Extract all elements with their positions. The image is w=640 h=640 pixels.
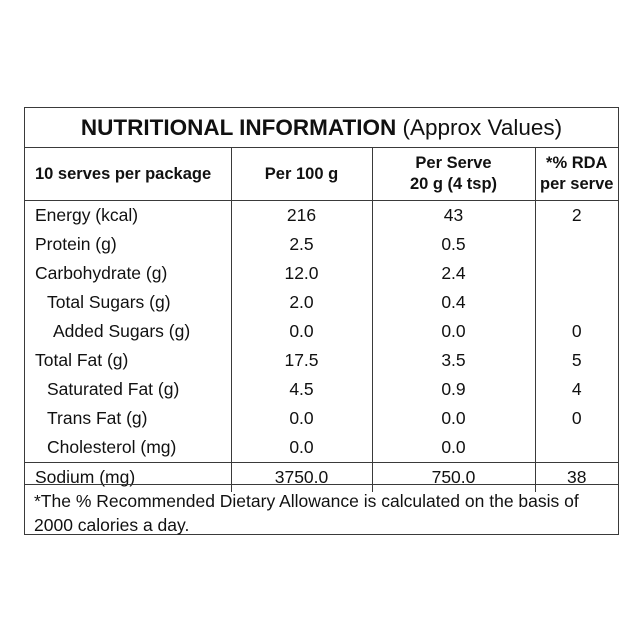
row-per-serve: 3.5 bbox=[372, 346, 536, 375]
header-per-100g: Per 100 g bbox=[231, 148, 373, 201]
row-rda: 38 bbox=[535, 462, 618, 492]
title-sub: (Approx Values) bbox=[402, 115, 563, 140]
table-row: Sodium (mg) 3750.0 750.0 38 bbox=[25, 462, 618, 492]
table-row: Added Sugars (g) 0.0 0.0 0 bbox=[25, 317, 618, 346]
header-per-serve: Per Serve 20 g (4 tsp) bbox=[372, 148, 536, 201]
row-label: Total Sugars (g) bbox=[25, 288, 232, 317]
panel-title: NUTRITIONAL INFORMATION (Approx Values) bbox=[25, 108, 618, 148]
row-rda: 0 bbox=[571, 321, 582, 341]
row-rda: 5 bbox=[571, 350, 582, 370]
row-rda bbox=[535, 259, 618, 288]
row-label: Total Fat (g) bbox=[25, 346, 232, 375]
row-per-serve: 0.5 bbox=[372, 230, 536, 259]
row-rda bbox=[535, 433, 618, 463]
table-row: Saturated Fat (g) 4.5 0.9 4 bbox=[25, 375, 618, 404]
row-rda: 0 bbox=[571, 408, 582, 428]
row-per-serve: 2.4 bbox=[372, 259, 536, 288]
table-row: Energy (kcal) 216 43 2 bbox=[25, 200, 618, 230]
table-row: Protein (g) 2.5 0.5 bbox=[25, 230, 618, 259]
row-per-100g: 12.0 bbox=[231, 259, 373, 288]
row-rda: 4 bbox=[571, 379, 582, 399]
row-rda bbox=[535, 230, 618, 259]
row-per-serve: 0.0 bbox=[372, 404, 536, 433]
title-main: NUTRITIONAL INFORMATION bbox=[80, 115, 397, 140]
row-label: Trans Fat (g) bbox=[25, 404, 232, 433]
row-per-100g: 216 bbox=[231, 200, 373, 230]
row-per-100g: 3750.0 bbox=[231, 462, 373, 492]
row-per-serve: 0.4 bbox=[372, 288, 536, 317]
row-label: Energy (kcal) bbox=[25, 200, 232, 230]
table-row: Trans Fat (g) 0.0 0.0 0 bbox=[25, 404, 618, 433]
row-per-100g: 2.5 bbox=[231, 230, 373, 259]
footnote: *The % Recommended Dietary Allowance is … bbox=[25, 484, 618, 537]
row-label: Sodium (mg) bbox=[25, 462, 232, 492]
nutrition-panel: NUTRITIONAL INFORMATION (Approx Values) … bbox=[24, 107, 619, 535]
header-serves: 10 serves per package bbox=[25, 148, 232, 201]
row-per-100g: 0.0 bbox=[231, 404, 373, 433]
row-label: Cholesterol (mg) bbox=[25, 433, 232, 463]
row-label: Saturated Fat (g) bbox=[25, 375, 232, 404]
header-per-serve-line1: Per Serve bbox=[415, 154, 492, 172]
nutrition-table: 10 serves per package Per 100 g Per Serv… bbox=[25, 148, 618, 492]
row-rda bbox=[535, 288, 618, 317]
row-per-100g: 17.5 bbox=[231, 346, 373, 375]
row-rda: 2 bbox=[571, 205, 582, 225]
header-rda: *% RDA per serve bbox=[535, 148, 618, 201]
table-row: Carbohydrate (g) 12.0 2.4 bbox=[25, 259, 618, 288]
table-row: Cholesterol (mg) 0.0 0.0 bbox=[25, 433, 618, 463]
table-row: Total Fat (g) 17.5 3.5 5 bbox=[25, 346, 618, 375]
row-per-100g: 0.0 bbox=[231, 317, 373, 346]
row-per-100g: 2.0 bbox=[231, 288, 373, 317]
table-row: Total Sugars (g) 2.0 0.4 bbox=[25, 288, 618, 317]
row-per-serve: 0.0 bbox=[372, 433, 536, 463]
header-rda-line1: *% RDA bbox=[546, 154, 608, 172]
header-rda-line2: per serve bbox=[540, 175, 614, 193]
header-per-serve-line2: 20 g (4 tsp) bbox=[409, 175, 498, 193]
row-per-100g: 4.5 bbox=[231, 375, 373, 404]
row-per-serve: 0.9 bbox=[372, 375, 536, 404]
row-label: Carbohydrate (g) bbox=[25, 259, 232, 288]
row-label: Added Sugars (g) bbox=[25, 317, 232, 346]
header-row: 10 serves per package Per 100 g Per Serv… bbox=[25, 148, 618, 201]
row-per-100g: 0.0 bbox=[231, 433, 373, 463]
row-label: Protein (g) bbox=[25, 230, 232, 259]
row-per-serve: 43 bbox=[372, 200, 536, 230]
row-per-serve: 750.0 bbox=[372, 462, 536, 492]
row-per-serve: 0.0 bbox=[372, 317, 536, 346]
